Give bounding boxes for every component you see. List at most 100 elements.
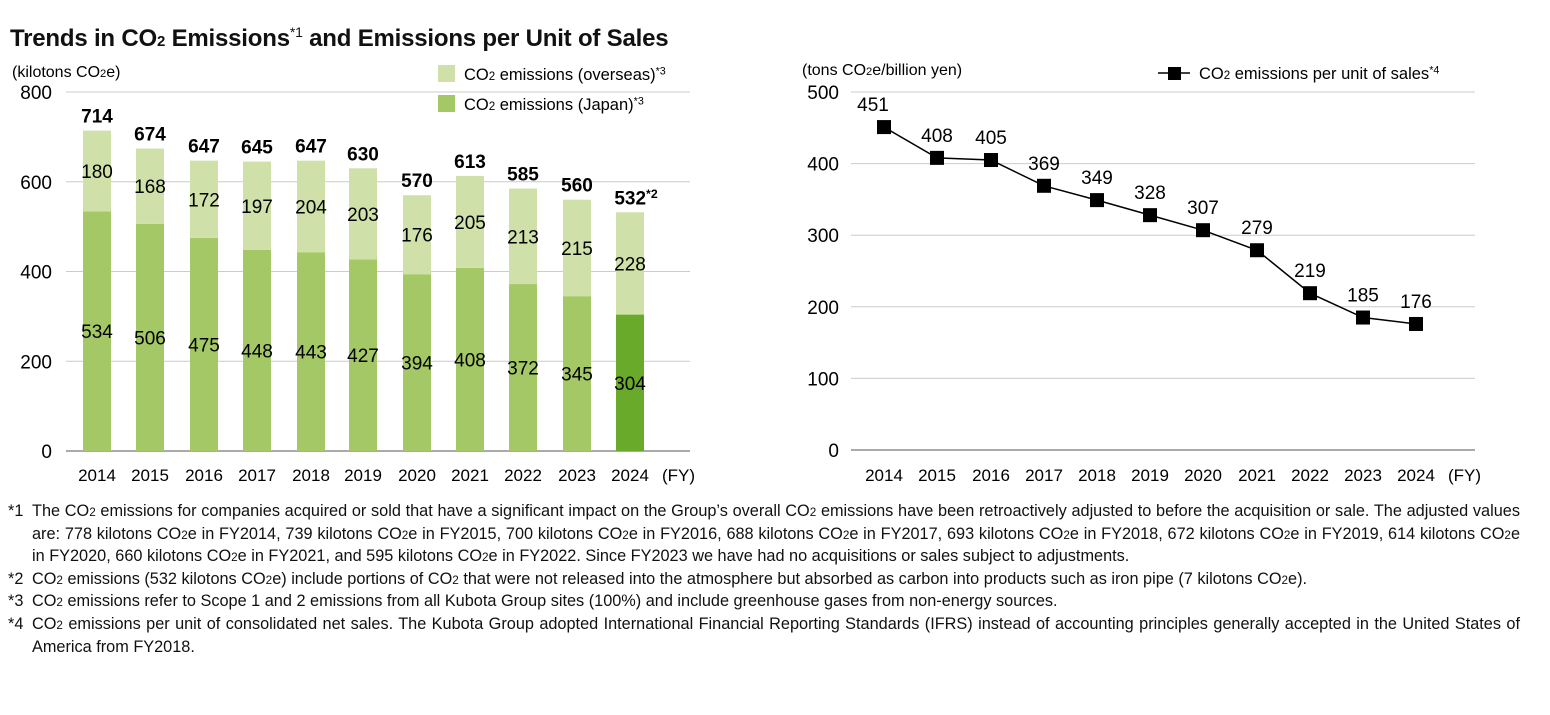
x-tick-label: 2021 <box>1238 466 1276 485</box>
footnote-mark: *3 <box>8 592 24 611</box>
bar-overseas <box>349 168 377 260</box>
y-tick-label: 100 <box>807 369 839 390</box>
data-point <box>1356 310 1370 325</box>
charts-canvas: 0 200 400 600 800 (kilotons CO2e) 534 180 714 201… <box>12 62 1481 485</box>
x-tick-label: 2021 <box>451 466 489 485</box>
bar-japan <box>456 267 484 451</box>
bar-chart: 0 200 400 600 800 (kilotons CO2e) 534 180 714 201… <box>12 64 695 485</box>
footnote-item: *1 The CO2 emissions for companies acquir… <box>8 501 1520 569</box>
bar-japan <box>509 284 537 451</box>
legend-swatch <box>438 65 455 82</box>
y-axis-label: (kilotons CO2e) <box>12 64 121 81</box>
y-tick-label: 200 <box>20 352 52 373</box>
data-label-overseas: 204 <box>295 197 327 218</box>
data-label-japan: 534 <box>81 322 113 343</box>
y-tick-label: 300 <box>807 226 839 247</box>
x-tick-label: 2017 <box>1025 466 1063 485</box>
data-label: 451 <box>857 95 889 116</box>
data-label-total: 613 <box>454 152 486 173</box>
footnote-item: *3 CO2 emissions refer to Scope 1 and 2 e… <box>8 591 1520 614</box>
bar-overseas <box>136 148 164 224</box>
data-label-overseas: 168 <box>134 177 166 198</box>
data-label-total: 630 <box>347 144 379 165</box>
x-tick-label: 2023 <box>558 466 596 485</box>
x-tick-label: 2023 <box>1344 466 1382 485</box>
legend-marker <box>1168 67 1181 80</box>
bar-overseas <box>616 212 644 315</box>
data-label-japan: 345 <box>561 365 593 386</box>
x-tick-label: 2017 <box>238 466 276 485</box>
footnote-mark: *1 <box>8 502 24 520</box>
data-label-japan: 448 <box>241 341 273 362</box>
y-tick-label: 200 <box>807 298 839 319</box>
data-label-overseas: 180 <box>81 162 113 183</box>
bar-overseas <box>563 199 591 297</box>
bar-overseas <box>243 161 271 250</box>
footnote-mark: *4 <box>8 614 24 633</box>
data-label-overseas: 197 <box>241 197 273 218</box>
y-tick-label: 400 <box>20 263 52 284</box>
footnote-text: The CO2 emissions for companies acquired… <box>32 502 1520 566</box>
data-point <box>1409 316 1423 331</box>
data-point <box>1196 223 1210 238</box>
data-point <box>930 150 944 165</box>
data-point <box>1037 178 1051 193</box>
data-label-japan: 304 <box>614 374 646 395</box>
footnote-item: *4 CO2 emissions per unit of consolidated… <box>8 614 1520 657</box>
data-label: 307 <box>1187 198 1219 219</box>
x-tick-label: 2022 <box>1291 466 1329 485</box>
data-label-overseas: 205 <box>454 213 486 234</box>
data-label: 408 <box>921 126 953 147</box>
bar-overseas <box>403 195 431 275</box>
y-tick-label: 600 <box>20 173 52 194</box>
data-label-overseas: 213 <box>507 227 539 248</box>
bar-overseas <box>190 160 218 238</box>
data-label-total: 674 <box>134 125 166 146</box>
x-axis-unit: (FY) <box>662 466 695 485</box>
data-label-overseas: 215 <box>561 239 593 260</box>
data-label-japan: 475 <box>188 335 220 356</box>
data-point <box>984 153 998 168</box>
bar-overseas <box>83 130 111 212</box>
y-tick-label: 500 <box>807 83 839 104</box>
data-label-overseas: 176 <box>401 226 433 247</box>
bar-japan <box>190 237 218 451</box>
data-label-overseas: 172 <box>188 190 220 211</box>
bar-japan <box>243 249 271 451</box>
footnote-text: CO2 emissions per unit of consolidated n… <box>32 614 1520 656</box>
data-label-total: 647 <box>295 137 327 158</box>
data-point <box>1250 243 1264 258</box>
x-tick-label: 2020 <box>1184 466 1222 485</box>
data-point <box>1143 208 1157 223</box>
data-label-japan: 394 <box>401 354 433 375</box>
data-label-total: 532*2 <box>614 187 658 209</box>
x-tick-label: 2020 <box>398 466 436 485</box>
data-label-total: 560 <box>561 176 593 197</box>
y-tick-label: 0 <box>41 442 52 463</box>
data-label-japan: 506 <box>134 328 166 349</box>
bar-overseas <box>297 160 325 253</box>
y-axis-label: (tons CO2e/billion yen) <box>802 62 962 79</box>
data-label-total: 645 <box>241 138 273 159</box>
data-label: 279 <box>1241 218 1273 239</box>
y-tick-label: 400 <box>807 155 839 176</box>
data-label: 369 <box>1028 154 1060 175</box>
data-label-overseas: 228 <box>614 254 646 275</box>
data-label: 185 <box>1347 286 1379 307</box>
data-label-total: 585 <box>507 164 539 185</box>
bar-overseas <box>509 188 537 285</box>
chart-title: Trends in CO2 Emissions*1 and Emissions … <box>10 24 669 52</box>
data-label-japan: 408 <box>454 350 486 371</box>
bar-japan <box>349 259 377 451</box>
footnote-text: CO2 emissions (532 kilotons CO2e) includ… <box>32 569 1308 588</box>
legend-swatch <box>438 95 455 112</box>
bar-japan <box>297 252 325 451</box>
data-label: 328 <box>1134 183 1166 204</box>
data-label-total: 647 <box>188 137 220 158</box>
x-tick-label: 2014 <box>78 466 116 485</box>
legend-label: CO2 emissions (Japan)*3 <box>464 96 644 114</box>
data-label-japan: 427 <box>347 346 379 367</box>
footnote-text: CO2 emissions refer to Scope 1 and 2 emi… <box>32 592 1058 611</box>
legend-label: CO2 emissions (overseas)*3 <box>464 66 666 84</box>
bar-japan <box>616 314 644 451</box>
